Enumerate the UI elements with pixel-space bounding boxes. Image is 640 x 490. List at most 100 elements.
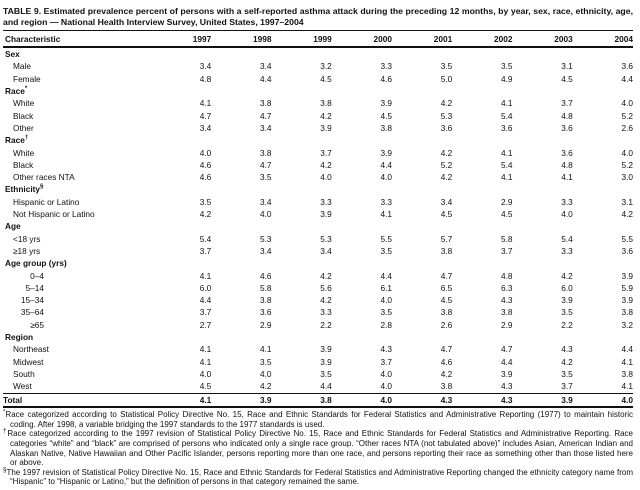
value-cell xyxy=(573,257,633,269)
value-cell xyxy=(513,47,573,60)
value-cell: 5.9 xyxy=(621,282,633,293)
value-cell: 2.2 xyxy=(320,319,332,330)
value-cell xyxy=(452,257,512,269)
value-cell: 3.4 xyxy=(320,245,332,256)
value-cell: 3.8 xyxy=(500,307,513,318)
value-cell xyxy=(392,220,452,232)
value-cell: 4.1 xyxy=(199,356,212,367)
value-cell: 5.4 xyxy=(500,110,513,121)
value-cell: 4.5 xyxy=(199,381,212,392)
value-cell: 3.1 xyxy=(621,196,633,207)
value-cell xyxy=(392,47,452,60)
value-cell: 3.7 xyxy=(320,147,332,158)
value-cell: 3.7 xyxy=(561,98,573,109)
row-label: 0–4 xyxy=(3,270,151,282)
table-row: West 4.5 4.2 4.4 4.0 3.8 4.3 3.7 4.1 xyxy=(3,380,633,393)
value-cell: 3.4 xyxy=(199,61,212,72)
table-row: ≥18 yrs 3.7 3.4 3.4 3.5 3.8 3.7 3.3 3.6 xyxy=(3,245,633,257)
value-cell: 4.0 xyxy=(621,98,633,109)
value-cell: 3.9 xyxy=(512,392,573,408)
value-cell: 4.7 xyxy=(259,110,272,121)
value-cell: 4.3 xyxy=(392,392,453,408)
value-cell: 4.0 xyxy=(380,368,392,379)
table-row: Sex xyxy=(3,47,633,60)
value-cell xyxy=(392,257,452,269)
value-cell xyxy=(332,85,392,97)
value-cell xyxy=(392,85,452,97)
value-cell xyxy=(332,331,392,343)
value-cell: 3.9 xyxy=(500,368,513,379)
value-cell xyxy=(392,331,452,343)
value-cell: 4.0 xyxy=(561,209,573,220)
value-cell xyxy=(452,220,512,232)
value-cell: 3.8 xyxy=(320,98,332,109)
value-cell: 4.4 xyxy=(621,73,633,84)
value-cell xyxy=(151,85,211,97)
value-cell: 3.8 xyxy=(621,307,633,318)
value-cell: 4.1 xyxy=(561,172,573,183)
header-cell-year: 2004 xyxy=(572,30,633,49)
row-label: West xyxy=(13,381,32,392)
value-cell: 4.0 xyxy=(259,209,272,220)
table-row: Northeast 4.1 4.1 3.9 4.3 4.7 4.7 4.3 4.4 xyxy=(3,343,633,355)
table-row: Male 3.4 3.4 3.2 3.3 3.5 3.5 3.1 3.6 xyxy=(3,60,633,72)
value-cell: 3.4 xyxy=(440,196,453,207)
value-cell: 3.8 xyxy=(380,122,392,133)
value-cell: 5.3 xyxy=(259,233,272,244)
value-cell: 3.4 xyxy=(259,122,272,133)
value-cell: 3.5 xyxy=(259,172,272,183)
table-row: Race* xyxy=(3,85,633,97)
value-cell: 4.0 xyxy=(380,172,392,183)
value-cell: 4.6 xyxy=(440,356,453,367)
value-cell: 3.6 xyxy=(500,122,513,133)
table-row: Other 3.4 3.4 3.9 3.8 3.6 3.6 3.6 2.6 xyxy=(3,122,633,134)
value-cell: 4.0 xyxy=(621,147,633,158)
row-label: White xyxy=(13,147,35,158)
footnote: §The 1997 revision of Statistical Policy… xyxy=(3,466,633,487)
value-cell: 3.0 xyxy=(621,172,633,183)
value-cell xyxy=(332,134,392,146)
value-cell: 4.0 xyxy=(320,172,332,183)
value-cell: 4.8 xyxy=(561,110,573,121)
value-cell: 2.9 xyxy=(259,319,272,330)
value-cell xyxy=(211,331,271,343)
value-cell: 4.4 xyxy=(621,344,633,355)
table-row: Total 4.1 3.9 3.8 4.0 4.3 4.3 3.9 4.0 xyxy=(3,392,633,408)
value-cell: 4.1 xyxy=(621,381,633,392)
value-cell: 5.5 xyxy=(621,233,633,244)
value-cell: 4.0 xyxy=(259,368,272,379)
value-cell: 5.4 xyxy=(500,159,513,170)
value-cell: 5.3 xyxy=(440,110,453,121)
table-header: Characteristic 1997 1998 1999 2000 2001 2002 20… xyxy=(3,30,633,49)
footnote-marker: § xyxy=(40,183,44,191)
table-row: Hispanic or Latino 3.5 3.4 3.3 3.3 3.4 2.9 3.3 3… xyxy=(3,196,633,208)
value-cell xyxy=(272,257,332,269)
table-row: Region xyxy=(3,331,633,343)
footnotes: *Race categorized according to Statistic… xyxy=(3,409,633,487)
value-cell: 3.8 xyxy=(440,245,453,256)
value-cell xyxy=(513,85,573,97)
value-cell: 4.7 xyxy=(259,159,272,170)
value-cell: 4.6 xyxy=(380,73,392,84)
value-cell: 3.6 xyxy=(621,245,633,256)
value-cell: 3.5 xyxy=(440,61,453,72)
value-cell: 4.2 xyxy=(561,356,573,367)
header-cell-year: 2002 xyxy=(452,30,513,49)
row-label: Ethnicity§ xyxy=(5,183,44,195)
value-cell: 3.9 xyxy=(320,344,332,355)
value-cell xyxy=(211,134,271,146)
row-label: Age group (yrs) xyxy=(5,258,67,269)
header-cell-year: 1999 xyxy=(271,30,332,49)
value-cell: 6.5 xyxy=(440,282,453,293)
value-cell: 3.6 xyxy=(561,147,573,158)
value-cell xyxy=(272,47,332,60)
table-row: White 4.0 3.8 3.7 3.9 4.2 4.1 3.6 4.0 xyxy=(3,147,633,159)
value-cell: 4.8 xyxy=(500,270,513,281)
table-row: Midwest 4.1 3.5 3.9 3.7 4.6 4.4 4.2 4.1 xyxy=(3,356,633,368)
table-row: 35–64 3.7 3.6 3.3 3.5 3.8 3.8 3.5 3.8 xyxy=(3,306,633,318)
value-cell xyxy=(151,331,211,343)
row-label: ≥65 xyxy=(3,319,151,331)
value-cell: 4.2 xyxy=(259,381,272,392)
value-cell xyxy=(573,331,633,343)
value-cell: 4.2 xyxy=(320,270,332,281)
